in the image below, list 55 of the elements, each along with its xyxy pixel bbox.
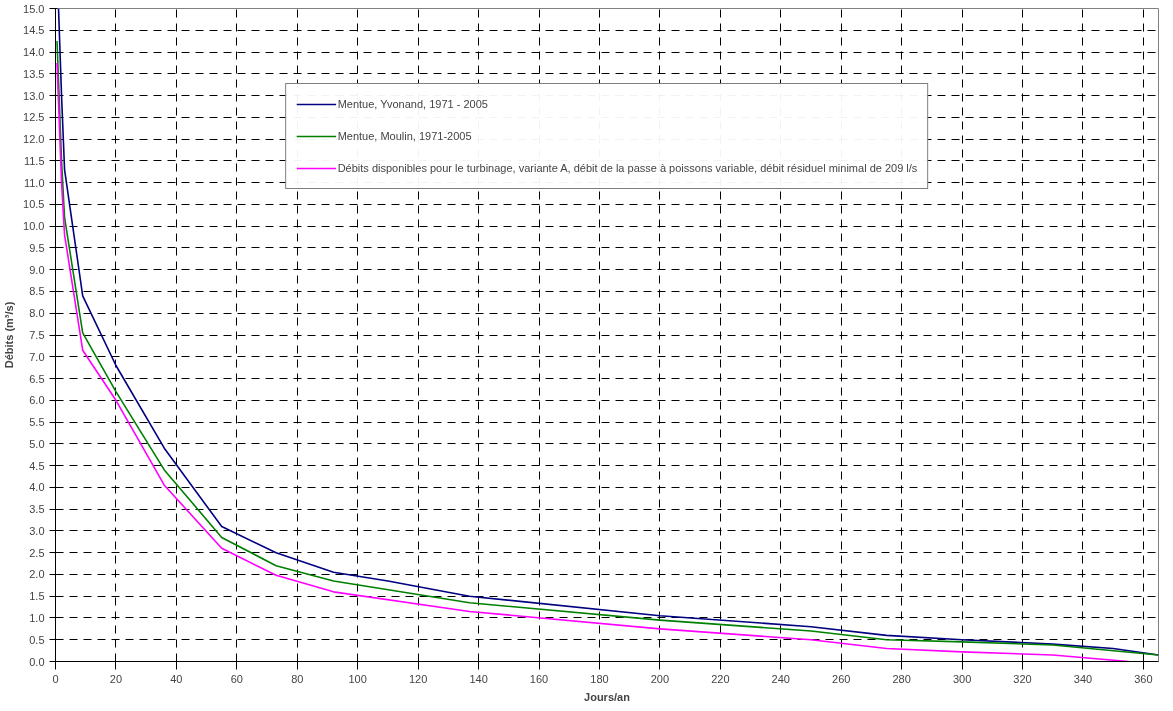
x-tick-label: 20 xyxy=(109,672,123,685)
y-tick-label: 11.0 xyxy=(23,176,45,189)
y-tick-label: 0.5 xyxy=(29,633,45,646)
y-tick-label: 13.5 xyxy=(23,67,45,80)
y-tick-label: 11.5 xyxy=(23,154,45,167)
y-tick-label: 1.0 xyxy=(29,611,45,624)
y-tick-label: 3.5 xyxy=(29,503,45,516)
x-tick-label: 80 xyxy=(291,672,304,685)
y-tick-label: 5.0 xyxy=(29,437,45,450)
x-tick-label: 100 xyxy=(348,672,367,685)
y-tick-label: 14.5 xyxy=(23,24,45,37)
y-tick-label: 15.0 xyxy=(23,2,45,15)
x-tick-label: 200 xyxy=(650,672,670,685)
y-tick-label: 7.5 xyxy=(29,329,45,341)
x-tick-label: 120 xyxy=(408,672,428,685)
x-tick-label: 340 xyxy=(1073,672,1093,685)
y-tick-label: 12.5 xyxy=(23,111,45,124)
y-tick-label: 5.5 xyxy=(29,416,45,429)
y-tick-label: 4.5 xyxy=(29,459,45,472)
legend-label: Débits disponibles pour le turbinage, variante A, débit de la passe à poissons variable, débit résiduel minimal de 209 l/s xyxy=(337,162,918,174)
y-tick-label: 10.0 xyxy=(23,220,45,233)
y-tick-label: 9.5 xyxy=(29,241,45,254)
y-tick-label: 7.0 xyxy=(29,350,45,363)
y-tick-label: 13.0 xyxy=(23,89,45,102)
y-tick-label: 8.5 xyxy=(29,285,45,298)
x-tick-label: 360 xyxy=(1134,672,1153,685)
y-tick-label: 6.0 xyxy=(29,394,45,407)
x-tick-label: 280 xyxy=(892,672,911,685)
x-tick-label: 220 xyxy=(711,672,730,685)
y-tick-label: 14.0 xyxy=(23,46,45,59)
legend-label: Mentue, Moulin, 1971-2005 xyxy=(337,130,472,142)
x-tick-label: 260 xyxy=(832,672,851,685)
x-tick-label: 40 xyxy=(170,672,183,685)
x-tick-label: 160 xyxy=(529,672,549,685)
x-tick-label: 180 xyxy=(590,672,609,685)
y-tick-label: 3.0 xyxy=(29,524,45,537)
y-tick-label: 4.0 xyxy=(29,481,45,494)
x-tick-label: 140 xyxy=(469,672,488,685)
y-tick-label: 8.0 xyxy=(29,307,45,320)
y-tick-label: 2.5 xyxy=(29,546,45,559)
legend-label: Mentue, Yvonand, 1971 - 2005 xyxy=(337,98,488,110)
x-tick-label: 300 xyxy=(952,672,972,685)
y-tick-label: 1.5 xyxy=(29,590,45,603)
y-tick-label: 10.5 xyxy=(23,198,45,211)
x-tick-label: 320 xyxy=(1013,672,1032,685)
y-tick-label: 6.5 xyxy=(29,372,45,385)
x-axis-title: Jours/an xyxy=(584,690,631,703)
x-tick-label: 240 xyxy=(771,672,790,685)
x-tick-label: 0 xyxy=(52,672,59,685)
y-tick-label: 12.0 xyxy=(23,133,45,146)
y-tick-label: 2.0 xyxy=(29,568,45,581)
y-tick-label: 9.0 xyxy=(29,263,45,276)
y-tick-label: 0.0 xyxy=(29,655,45,668)
y-axis-title: Débits (m³/s) xyxy=(3,301,16,369)
x-tick-label: 60 xyxy=(230,672,243,685)
